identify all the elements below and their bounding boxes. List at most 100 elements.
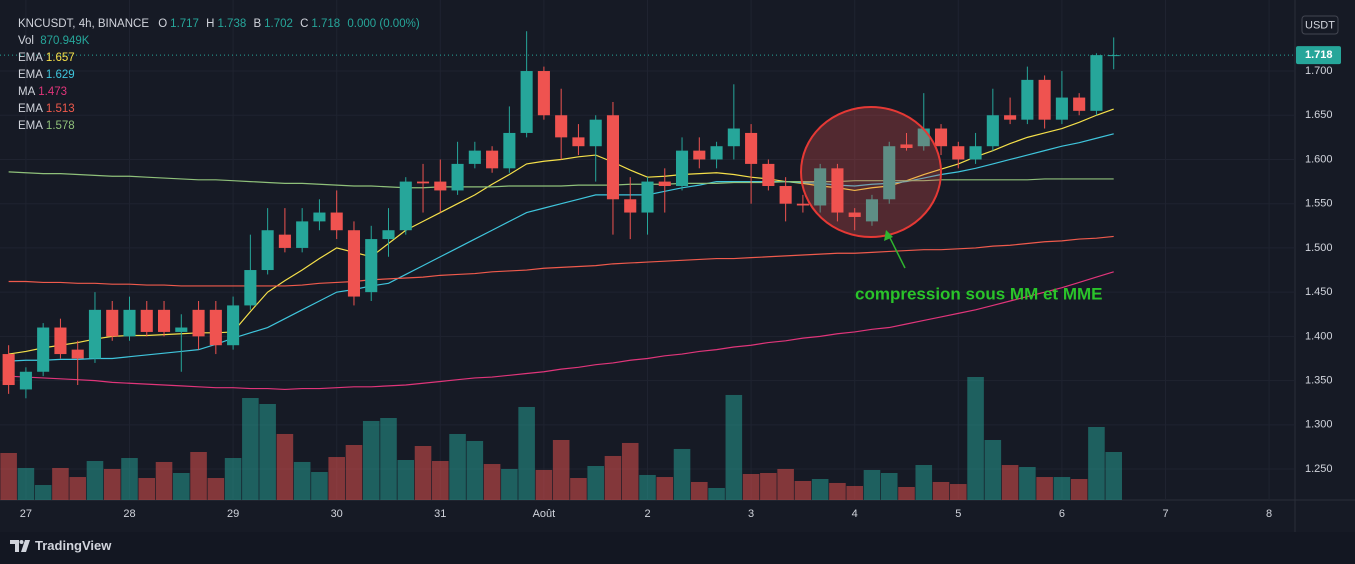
volume-bar [380,418,397,500]
candle-body [900,144,913,148]
indicator-line [8,235,1114,287]
volume-bar [846,486,863,500]
legend: KNCUSDT, 4h, BINANCE O 1.717 H 1.738 B 1.70… [18,16,424,135]
volume-bar [207,478,225,500]
volume-bar [984,439,1002,500]
volume-bar [466,440,484,500]
indicator-line [8,271,1114,391]
candle-body [831,168,844,213]
candle-body [399,181,412,231]
candle-body [969,146,982,160]
volume-bar [950,484,967,500]
candle-body [952,146,965,160]
candle-body [745,132,758,164]
y-tick-label: 1.300 [1305,419,1333,431]
candle-body [54,327,67,355]
candle-body [503,132,516,169]
candle-body [779,186,792,204]
volume-bar [138,478,156,500]
volume-bar [1053,477,1071,500]
x-tick-label: 5 [955,508,961,520]
candle-body [762,163,775,187]
volume-bar [345,445,363,500]
candle-body [106,309,119,337]
ohlc-key: O [158,18,168,30]
candle-body [244,270,257,306]
candle-body [1038,79,1051,120]
candle-body [330,212,343,231]
volume-bar [863,469,881,500]
volume-bar [328,457,345,500]
volume-bar [483,464,501,500]
candle-body [865,199,879,222]
annotation: compression sous MM et MME [800,106,1102,303]
ohlc-value: 1.718 [311,18,341,30]
ohlc-value: 1.717 [170,18,199,30]
y-tick-label: 1.700 [1305,65,1333,77]
candle-body [278,234,291,248]
plot-area [0,0,1295,500]
volume-row: Vol 870.949K [18,33,424,50]
x-tick-label: 7 [1162,508,1168,520]
x-tick-label: 4 [852,508,858,520]
volume-bar [1105,452,1122,500]
x-tick-label: 27 [20,508,32,520]
volume-bar [1019,466,1036,500]
volume-bar [432,460,449,500]
candle-body [468,150,481,164]
last-price-label: 1.718 [1305,49,1333,61]
indicator-line [8,171,1114,189]
indicator-name: EMA [18,103,43,115]
candle-body [1073,97,1086,111]
volume-bar [293,461,311,500]
candle-body [658,181,671,187]
indicator-name: EMA [18,52,43,64]
ohlc-value: 1.738 [217,18,247,30]
last-price-tag [1296,46,1341,65]
volume-bar [121,458,138,500]
volume-bar [829,482,846,500]
candle-body [934,128,948,147]
volume-bar [742,473,760,500]
candle-body [434,181,447,191]
x-tick-label: 3 [748,508,754,520]
candle-body [727,128,740,147]
volume-bar [190,452,207,500]
ohlc-key: B [253,18,262,30]
candle-body [347,230,361,297]
x-tick-label: 28 [123,508,135,520]
candle-body [624,199,637,213]
candle-body [675,150,689,187]
candle-body [883,146,896,200]
volume-bar [69,477,86,500]
indicator-name: EMA [18,120,43,132]
annotation-circle [800,106,942,238]
candle-body [88,309,102,359]
brand: TradingView [35,538,112,553]
volume-bar [518,406,535,500]
volume-bar [449,433,466,500]
volume-bar [155,461,173,500]
x-tick-label: 8 [1266,508,1272,520]
volume-bar [673,448,691,500]
candle-body [710,146,723,160]
currency-label[interactable]: USDT [1305,19,1335,31]
volume-bar [1001,465,1019,500]
indicator-value: 1.578 [45,120,75,132]
candle-body [1004,115,1017,120]
ohlc-key: H [206,18,215,30]
volume-bar [621,442,639,500]
volume-bar [552,439,570,500]
candle-body [382,230,395,240]
y-tick-label: 1.650 [1305,109,1333,121]
candle-body [313,212,326,222]
volume-bar [639,474,656,500]
currency-button[interactable] [1301,15,1339,35]
volume-bar [414,445,432,500]
volume-bar [501,468,518,500]
candle-body [2,354,15,386]
candle-body [1107,55,1120,57]
volume-bar [570,478,587,500]
candle-body [986,115,999,147]
